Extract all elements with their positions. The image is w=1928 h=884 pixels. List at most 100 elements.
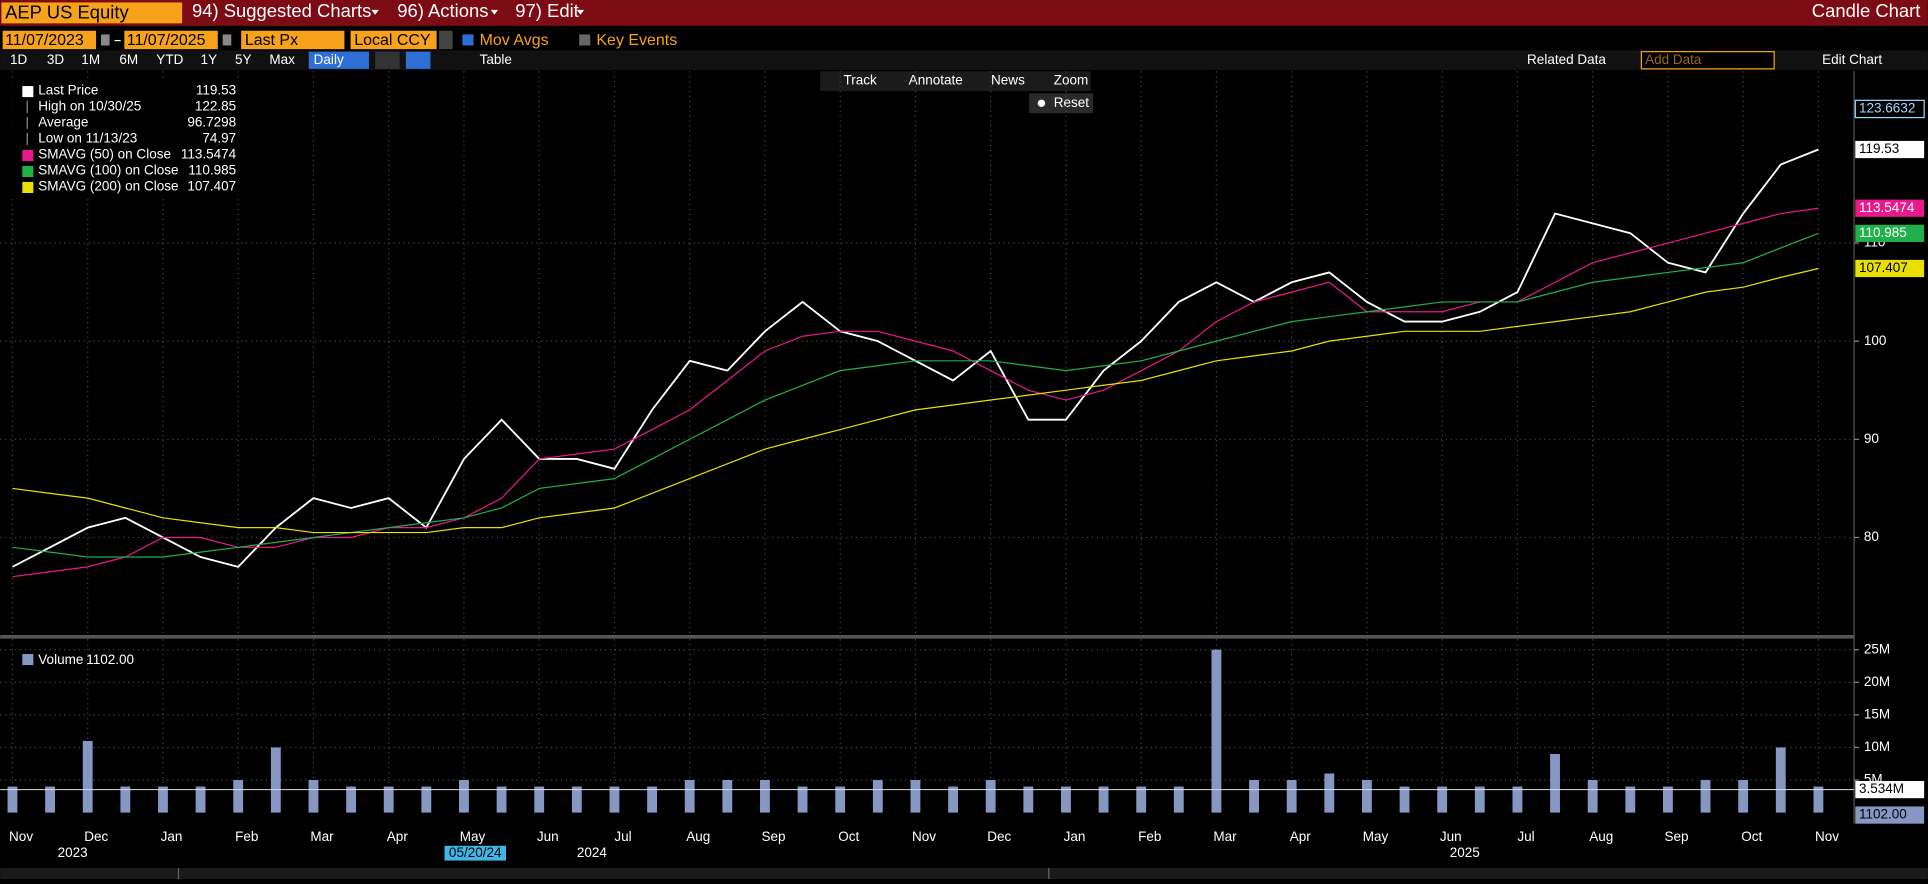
field-box[interactable] <box>241 30 345 50</box>
volume-bar <box>647 786 657 813</box>
legend-swatch <box>22 86 34 98</box>
tool[interactable]: News <box>991 73 1025 88</box>
period-button[interactable]: Max <box>269 52 295 67</box>
volume-bar <box>722 780 733 813</box>
period-button[interactable]: 1Y <box>201 52 218 67</box>
period-button[interactable]: 6M <box>119 52 138 67</box>
menu[interactable]: 96) Actions <box>397 0 488 21</box>
calendar-icon[interactable] <box>100 34 110 46</box>
icon-button[interactable] <box>375 51 400 69</box>
chart: Nov Dec Jan Feb Mar Apr May Jun Jul Aug Sep Oct Nov D… <box>0 71 1925 861</box>
period-button[interactable]: 5Y <box>235 52 252 67</box>
volume-bar <box>910 780 921 813</box>
x-tick-label: Jun <box>537 829 559 844</box>
reset-button[interactable] <box>1029 93 1094 114</box>
x-tick-label: Feb <box>235 829 258 844</box>
last-value-tag: 110.985 <box>1859 225 1907 240</box>
x-tick-label: May <box>1363 829 1389 844</box>
add-data[interactable]: Add Data <box>1645 52 1702 67</box>
last-value-tag: 113.5474 <box>1859 200 1915 215</box>
period-button[interactable]: 1M <box>81 52 100 67</box>
legend-value: 122.85 <box>195 99 236 114</box>
toggle-label[interactable]: Mov Avgs <box>480 32 549 49</box>
year-label: 2025 <box>1450 845 1480 860</box>
volume-bar <box>835 786 846 813</box>
x-tick-label: Apr <box>387 829 409 844</box>
reset[interactable]: Reset <box>1054 95 1090 110</box>
x-tick-label: Jan <box>161 829 183 844</box>
table-button[interactable]: Table <box>480 52 512 67</box>
calendar-icon[interactable] <box>222 34 232 46</box>
period-button[interactable]: YTD <box>156 52 183 67</box>
field[interactable]: Last Px <box>245 32 298 49</box>
legend-label: Volume <box>38 652 83 667</box>
legend-label: SMAVG (100) on Close <box>38 162 178 177</box>
x-tick-label: Oct <box>838 829 859 844</box>
year-label: 2024 <box>577 845 608 860</box>
volume-bar <box>1700 780 1711 813</box>
tool[interactable]: Track <box>844 73 878 88</box>
volume-bar <box>421 786 432 813</box>
volume-bar <box>1098 786 1109 813</box>
related-data[interactable]: Related Data <box>1527 52 1606 67</box>
legend-value: 107.407 <box>187 178 236 193</box>
start-date[interactable]: 11/07/2023 <box>5 32 84 49</box>
legend-label: SMAVG (50) on Close <box>38 146 171 161</box>
frequency-box[interactable] <box>308 51 369 69</box>
tool[interactable]: Annotate <box>909 73 963 88</box>
volume-average-tag: 3.534M <box>1859 781 1904 796</box>
volume-bar <box>948 786 958 813</box>
volume-bar <box>1625 786 1636 813</box>
checkbox[interactable] <box>579 34 591 46</box>
x-tick-label: Nov <box>912 829 936 844</box>
ticker[interactable]: AEP US Equity <box>5 1 129 22</box>
x-tick-label: Dec <box>84 829 108 844</box>
legend-value: 1102.00 <box>86 652 134 667</box>
add-data-box[interactable] <box>1640 51 1775 70</box>
checkbox-checked[interactable] <box>462 34 474 46</box>
volume-bar <box>1512 786 1523 813</box>
period-button[interactable]: 1D <box>10 52 28 67</box>
x-tick-label: Aug <box>1589 829 1613 844</box>
legend <box>7 79 244 200</box>
icon-button[interactable] <box>405 51 431 69</box>
menu[interactable]: 97) Edit <box>515 0 579 21</box>
volume-bar <box>1587 780 1598 813</box>
currency[interactable]: Local CCY <box>354 32 431 49</box>
x-tick-label: May <box>460 829 486 844</box>
volume-bar <box>760 780 770 813</box>
currency-box[interactable] <box>350 30 437 50</box>
menu[interactable]: 94) Suggested Charts <box>192 0 371 21</box>
legend-value: 119.53 <box>196 83 236 98</box>
x-tick-label: Dec <box>987 829 1011 844</box>
volume-bar <box>45 786 56 813</box>
last-value-tag-box <box>1855 259 1925 278</box>
end-date[interactable]: 11/07/2025 <box>127 32 206 49</box>
crosshair-tag: 123.6632 <box>1859 101 1915 116</box>
dropdown[interactable] <box>439 30 453 50</box>
toggle-label[interactable]: Key Events <box>596 32 677 49</box>
title-bar <box>0 0 1928 26</box>
date-box[interactable] <box>2 30 97 50</box>
tool[interactable]: Zoom <box>1054 73 1089 88</box>
chart-tools <box>820 71 1091 91</box>
volume-bar <box>1813 786 1824 813</box>
date-box[interactable] <box>124 30 218 50</box>
volume-last-tag-box <box>1855 806 1925 824</box>
last-value-tag: 107.407 <box>1859 260 1908 275</box>
year-label: 2023 <box>58 845 88 860</box>
last-value-tag-box <box>1855 140 1925 159</box>
ticker-box[interactable] <box>1 2 183 24</box>
x-tick-label: Aug <box>686 829 710 844</box>
volume-bar <box>1211 649 1222 813</box>
volume-bar <box>1173 786 1184 813</box>
volume-bar <box>684 780 695 813</box>
frequency[interactable]: Daily <box>314 52 344 67</box>
x-tick-label: Jul <box>1517 829 1534 844</box>
volume-bar <box>158 786 168 813</box>
period-button[interactable]: 3D <box>47 52 65 67</box>
edit-chart[interactable]: Edit Chart <box>1822 52 1882 67</box>
volume-bar <box>1775 747 1786 813</box>
